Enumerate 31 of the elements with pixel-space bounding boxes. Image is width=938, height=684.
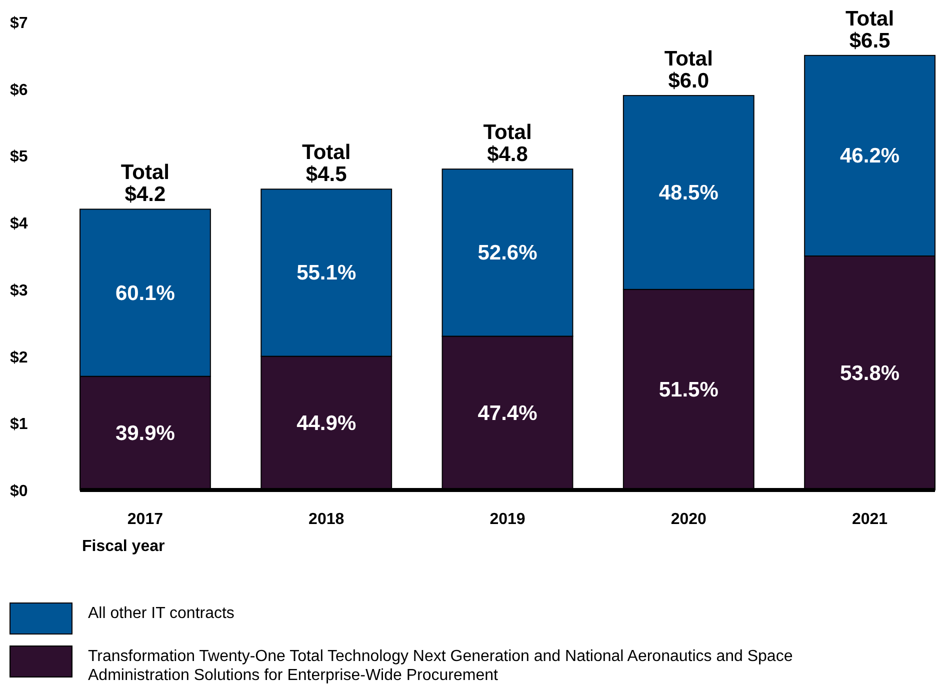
y-tick-label: $2 [10,349,28,366]
y-tick-label: $0 [10,483,28,500]
legend-label: Transformation Twenty-One Total Technology Next Generation and National Aeronautics and Space Administration Solutions for Enterprise-Wide Procurement [88,648,793,684]
y-tick-label: $3 [10,282,28,300]
annotation: 46.2% [840,144,900,168]
annotation: 60.1% [115,282,176,305]
x-tick-label: 2017 [127,511,164,528]
y-tick-label: $1 [10,416,28,434]
total-label: Total $4.5 [302,141,351,186]
annotation: 47.4% [478,402,538,426]
annotation: 52.6% [478,242,538,265]
x-tick-label: 2019 [490,511,526,528]
x-axis-title: Fiscal year [82,538,165,555]
total-label: Total $4.2 [120,161,170,206]
annotation: 51.5% [658,378,719,402]
x-tick-label: 2018 [308,511,344,528]
total-label: Total $6.0 [664,48,713,93]
annotation: 39.9% [115,422,176,446]
total-label: Total $4.8 [483,121,532,166]
y-tick-label: $4 [10,216,28,233]
legend-label: All other IT contracts [88,605,234,622]
x-tick-label: 2021 [852,511,888,528]
y-tick-label: $6 [10,82,28,99]
y-tick-label: $5 [10,148,28,166]
x-tick-label: 2020 [670,511,707,528]
annotation: 53.8% [840,362,900,385]
annotation: 48.5% [658,181,719,204]
annotation: 44.9% [296,412,356,436]
y-tick-label: $7 [10,15,28,32]
total-label: Total $6.5 [845,7,894,52]
annotation: 55.1% [296,262,356,285]
